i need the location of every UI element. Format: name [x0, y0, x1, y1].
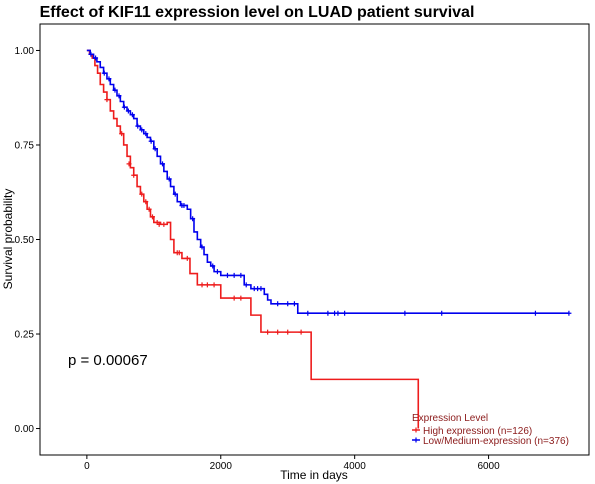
censor-mark: [143, 131, 149, 137]
x-tick-label: 2000: [210, 461, 233, 472]
censor-mark: [231, 295, 237, 301]
censor-mark: [161, 221, 167, 227]
censor-mark: [104, 97, 110, 103]
series-low-medium: [86, 49, 572, 316]
censor-mark: [88, 51, 94, 57]
censor-mark: [243, 282, 249, 288]
legend-entry-low-medium: Low/Medium-expression (n=376): [412, 436, 569, 447]
censor-mark: [325, 310, 331, 316]
legend-entry-high: High expression (n=126): [412, 426, 532, 437]
y-tick-label: 0.50: [15, 235, 35, 246]
censor-mark: [275, 329, 281, 335]
censor-mark: [190, 216, 196, 222]
censor-mark: [298, 329, 304, 335]
x-tick-label: 6000: [477, 461, 500, 472]
y-axis-label: Survival probability: [1, 189, 15, 290]
censor-mark: [160, 161, 166, 167]
x-tick-label: 4000: [344, 461, 367, 472]
censor-mark: [101, 70, 107, 76]
y-axis: 0.00 0.25 0.50 0.75 1.00: [15, 46, 40, 435]
censor-mark: [176, 250, 182, 256]
censor-mark: [184, 255, 190, 261]
censor-mark: [93, 55, 99, 61]
censor-mark: [238, 295, 244, 301]
survival-curve: [86, 49, 420, 429]
censor-mark: [181, 202, 187, 208]
censor-mark: [231, 272, 237, 278]
x-tick-label: 0: [84, 461, 90, 472]
censor-mark: [139, 191, 145, 197]
censor-mark: [258, 286, 264, 292]
x-axis: 0 2000 4000 6000: [84, 455, 500, 472]
censor-mark: [532, 310, 538, 316]
censor-mark: [106, 76, 112, 82]
censor-mark: [204, 282, 210, 288]
censor-mark: [238, 272, 244, 278]
censor-mark: [305, 310, 311, 316]
censor-mark: [143, 199, 149, 205]
plot-panel-border: [39, 23, 590, 456]
censor-mark: [146, 206, 152, 212]
legend-title: Expression Level: [412, 413, 488, 424]
censor-mark: [402, 310, 408, 316]
censor-mark: [119, 131, 125, 137]
censor-mark: [131, 172, 137, 178]
censor-mark: [121, 104, 127, 110]
series-high: [86, 49, 420, 429]
censor-mark: [116, 93, 122, 99]
censor-mark: [125, 108, 131, 114]
censor-mark: [265, 329, 271, 335]
censor-mark: [210, 263, 216, 269]
censor-mark: [152, 146, 158, 152]
censor-mark: [199, 282, 205, 288]
y-tick-label: 0.25: [15, 330, 35, 341]
p-value-annotation: p = 0.00067: [68, 352, 148, 369]
censor-mark: [211, 282, 217, 288]
censor-mark: [112, 87, 118, 93]
censor-mark: [149, 214, 155, 220]
censor-mark: [285, 301, 291, 307]
censor-mark: [214, 269, 220, 275]
censor-mark: [172, 191, 178, 197]
y-tick-label: 0.00: [15, 424, 35, 435]
censor-mark: [166, 176, 172, 182]
chart-title: Effect of KIF11 expression level on LUAD…: [40, 4, 475, 21]
censor-mark: [126, 161, 132, 167]
censor-mark: [566, 310, 572, 316]
x-axis-label: Time in days: [280, 468, 348, 482]
legend: Expression Level High expression (n=126)…: [412, 413, 569, 447]
survival-curve: [86, 49, 569, 315]
censor-mark: [224, 272, 230, 278]
y-tick-label: 0.75: [15, 140, 35, 151]
censor-mark: [135, 123, 141, 129]
censor-mark: [285, 329, 291, 335]
censor-mark: [148, 138, 154, 144]
censor-mark: [199, 244, 205, 250]
censor-mark: [156, 221, 162, 227]
legend-label-high: High expression (n=126): [423, 426, 532, 437]
censor-mark: [139, 127, 145, 133]
censor-mark: [275, 301, 281, 307]
y-tick-label: 1.00: [15, 46, 35, 57]
censor-mark: [291, 301, 297, 307]
series-layer: [86, 49, 572, 429]
censor-mark: [335, 310, 341, 316]
censor-mark: [439, 310, 445, 316]
censor-mark: [342, 310, 348, 316]
legend-label-low-medium: Low/Medium-expression (n=376): [423, 436, 569, 447]
censor-mark: [129, 112, 135, 118]
